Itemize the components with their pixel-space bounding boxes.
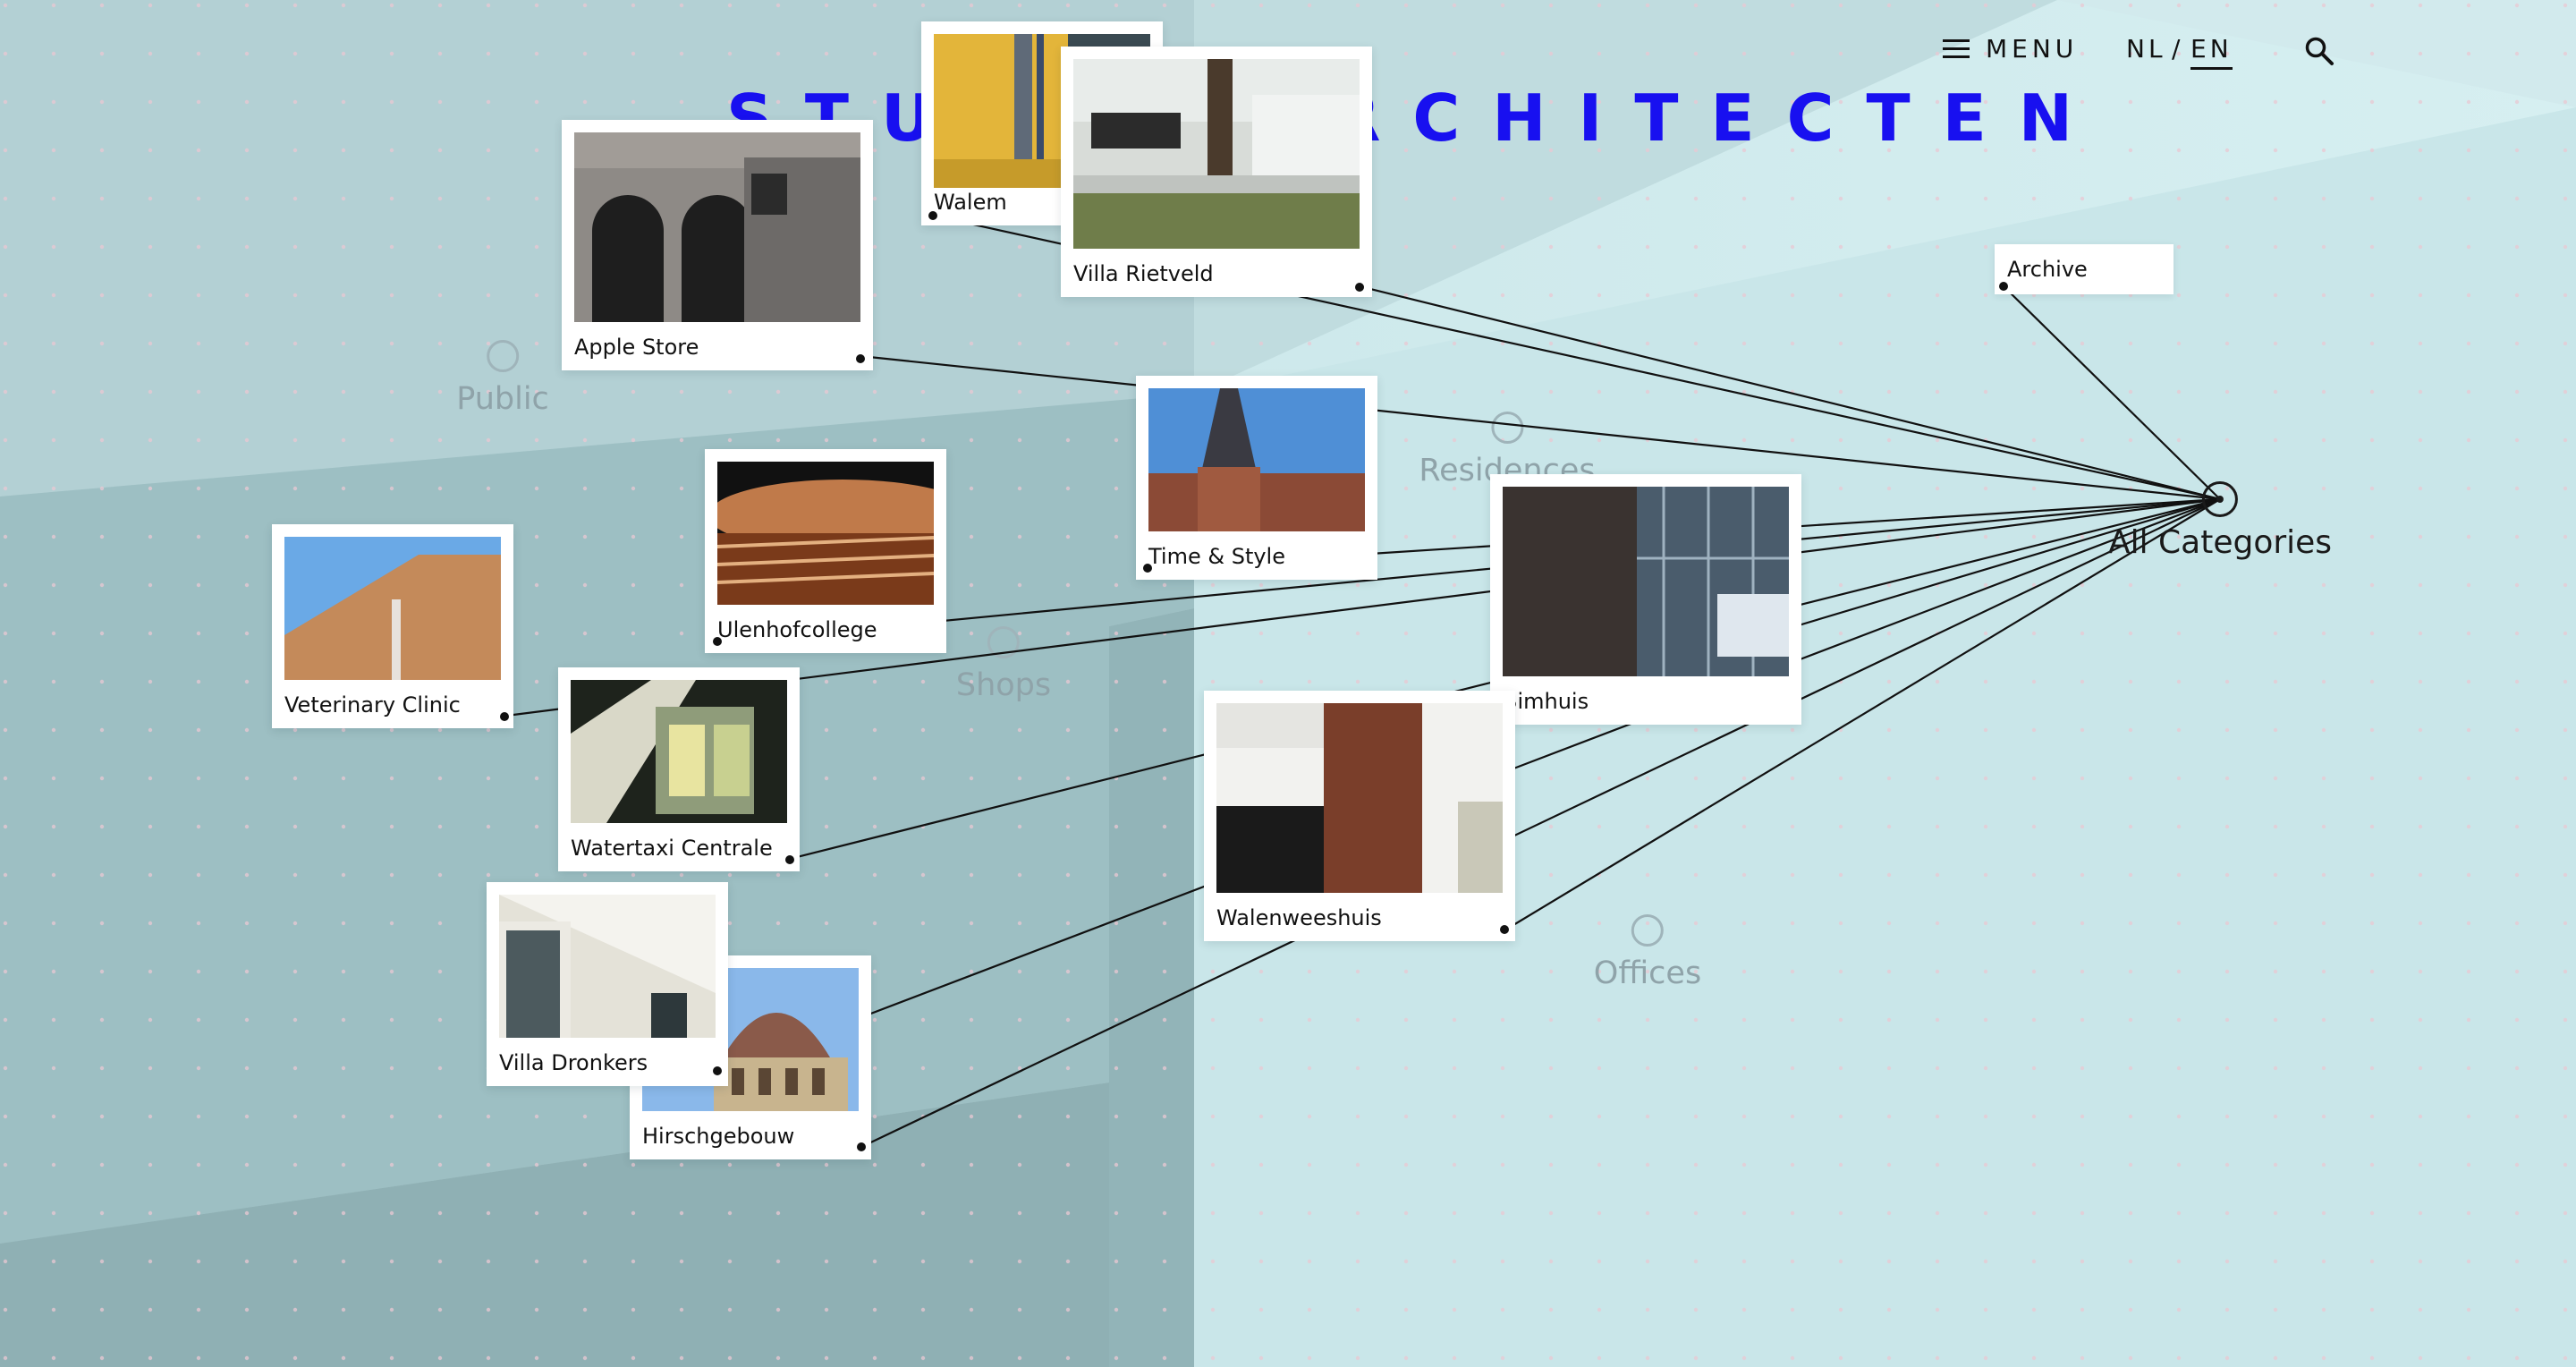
target-icon bbox=[2202, 481, 2238, 517]
project-card-time-style[interactable]: Time & Style bbox=[1136, 376, 1377, 580]
circle-icon bbox=[1491, 412, 1523, 444]
project-thumbnail bbox=[1503, 487, 1789, 676]
all-categories-hub[interactable]: All Categories bbox=[2108, 481, 2332, 561]
connector-dot bbox=[785, 855, 794, 864]
menu-button[interactable]: MENU bbox=[1943, 34, 2078, 64]
project-card-watertaxi-centrale[interactable]: Watertaxi Centrale bbox=[558, 667, 800, 871]
project-card-apple-store[interactable]: Apple Store bbox=[562, 120, 873, 370]
project-card-walenweeshuis[interactable]: Walenweeshuis bbox=[1204, 691, 1515, 941]
circle-icon bbox=[487, 340, 519, 372]
project-card-villa-dronkers[interactable]: Villa Dronkers bbox=[487, 882, 728, 1086]
hamburger-icon bbox=[1943, 38, 1970, 59]
project-thumbnail bbox=[499, 895, 716, 1038]
connector-dot bbox=[1355, 283, 1364, 292]
project-title: Time & Style bbox=[1148, 544, 1285, 569]
connector-dot bbox=[1143, 564, 1152, 573]
project-card-veterinary-clinic[interactable]: Veterinary Clinic bbox=[272, 524, 513, 728]
category-label: Shops bbox=[955, 667, 1052, 703]
project-title: Watertaxi Centrale bbox=[571, 836, 773, 861]
lang-en-link[interactable]: EN bbox=[2190, 34, 2233, 70]
project-thumbnail bbox=[571, 680, 787, 823]
connector-dot bbox=[1500, 925, 1509, 934]
project-thumbnail bbox=[284, 537, 501, 680]
circle-icon bbox=[987, 626, 1020, 658]
project-thumbnail bbox=[1073, 59, 1360, 249]
category-label: Public bbox=[456, 381, 549, 417]
circle-icon bbox=[1631, 914, 1664, 947]
category-label: Offices bbox=[1593, 955, 1702, 991]
project-thumbnail bbox=[1148, 388, 1365, 531]
archive-label: Archive bbox=[2007, 257, 2088, 282]
project-card-ulenhofcollege[interactable]: Ulenhofcollege bbox=[705, 449, 946, 653]
connector-dot bbox=[857, 1142, 866, 1151]
connector-dot bbox=[928, 211, 937, 220]
search-icon[interactable] bbox=[2304, 36, 2334, 66]
project-card-villa-rietveld[interactable]: Villa Rietveld bbox=[1061, 47, 1372, 297]
project-title: Ulenhofcollege bbox=[717, 617, 877, 642]
project-title: Walenweeshuis bbox=[1216, 905, 1382, 930]
category-public[interactable]: Public bbox=[456, 340, 549, 417]
archive-link[interactable]: Archive bbox=[1995, 244, 2174, 294]
lang-separator: / bbox=[2172, 34, 2181, 64]
lang-nl-link[interactable]: NL bbox=[2126, 34, 2166, 64]
category-offices[interactable]: Offices bbox=[1594, 914, 1701, 991]
connector-dot bbox=[500, 712, 509, 721]
menu-label: MENU bbox=[1986, 34, 2079, 64]
project-thumbnail bbox=[574, 132, 860, 322]
project-title: Bimhuis bbox=[1503, 689, 1589, 714]
project-thumbnail bbox=[1216, 703, 1503, 893]
project-title: Villa Dronkers bbox=[499, 1050, 648, 1075]
category-shops[interactable]: Shops bbox=[956, 626, 1051, 703]
connector-dot bbox=[713, 1066, 722, 1075]
connector-dot bbox=[1999, 282, 2008, 291]
project-title: Apple Store bbox=[574, 335, 699, 360]
project-thumbnail bbox=[717, 462, 934, 605]
hub-label: All Categories bbox=[2107, 524, 2333, 561]
connector-dot bbox=[713, 637, 722, 646]
project-title: Villa Rietveld bbox=[1073, 261, 1214, 286]
project-title: Veterinary Clinic bbox=[284, 692, 461, 717]
project-card-bimhuis[interactable]: Bimhuis bbox=[1490, 474, 1801, 725]
project-title: Hirschgebouw bbox=[642, 1124, 795, 1149]
connector-dot bbox=[856, 354, 865, 363]
project-title: Walem bbox=[934, 190, 1007, 215]
